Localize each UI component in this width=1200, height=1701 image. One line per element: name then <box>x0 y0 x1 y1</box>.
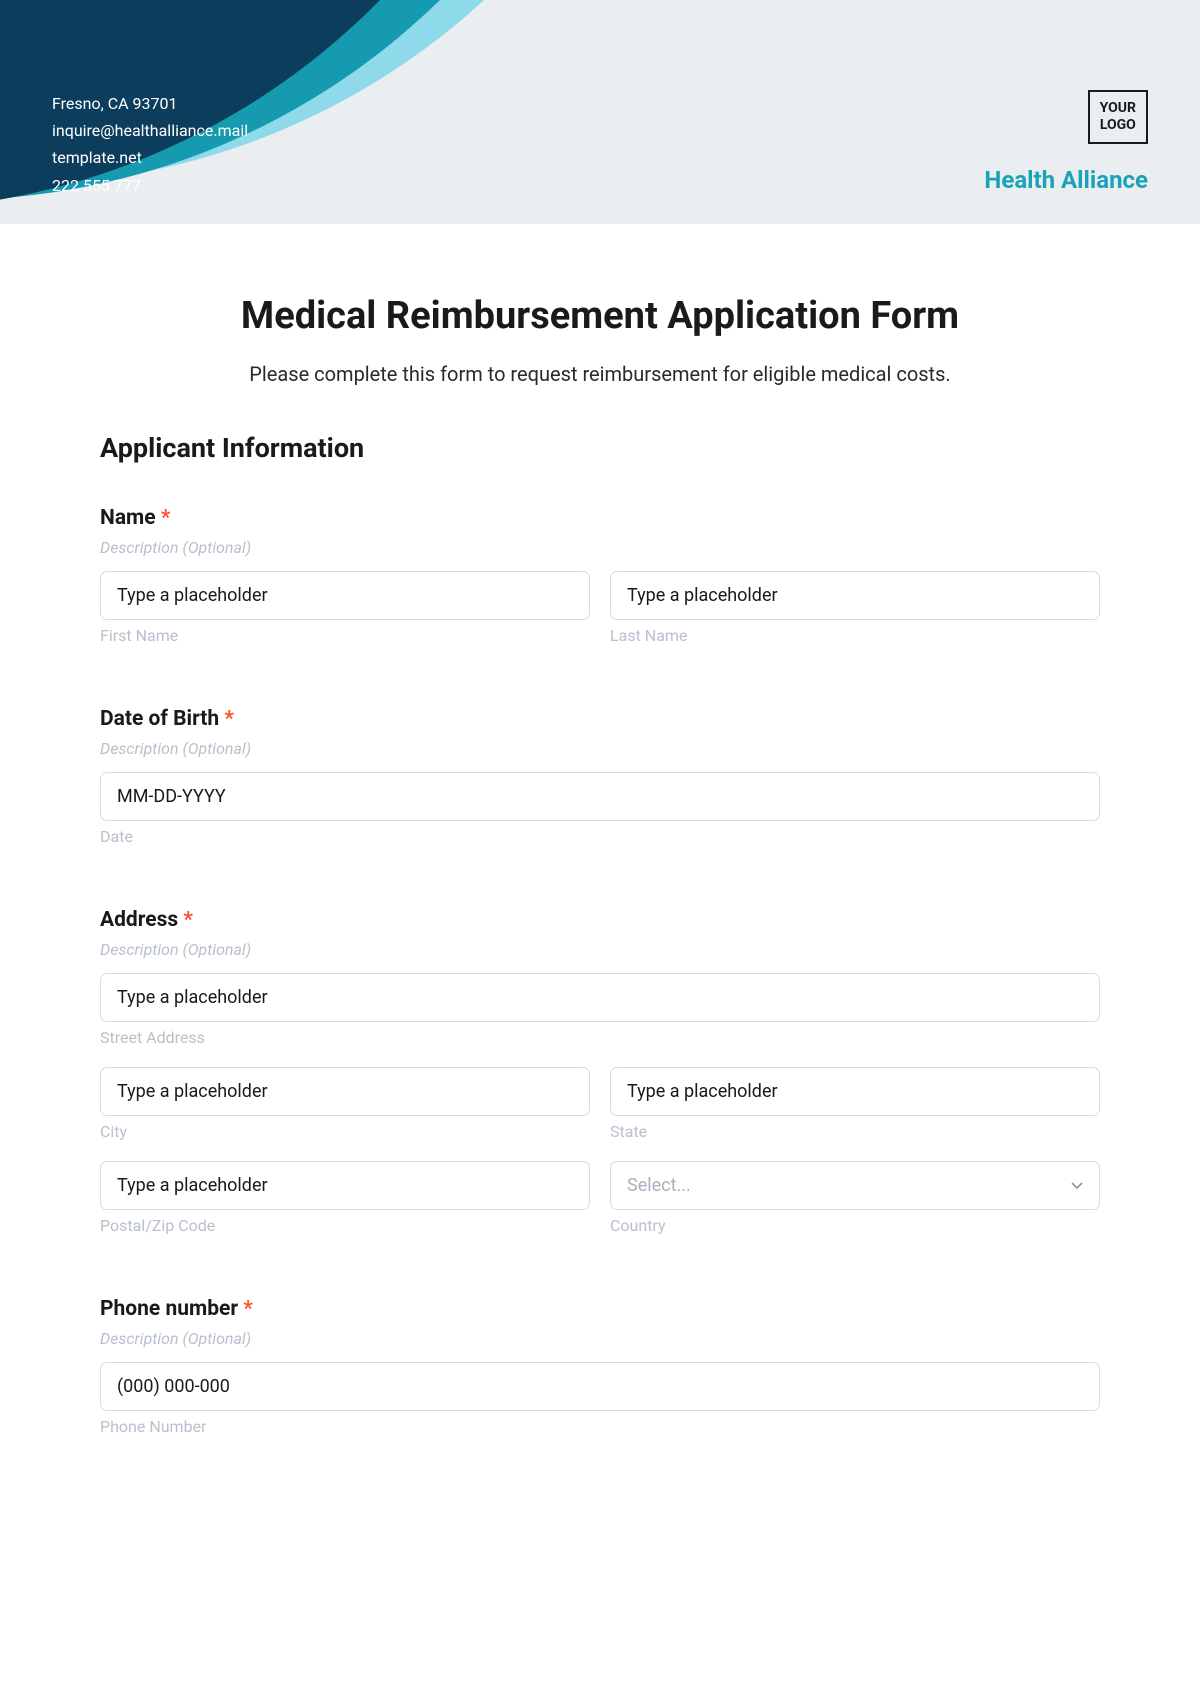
form-container: Medical Reimbursement Application Form P… <box>0 224 1200 1518</box>
phone-description: Description (Optional) <box>100 1329 1100 1348</box>
phone-input[interactable] <box>100 1362 1100 1411</box>
first-name-input[interactable] <box>100 571 590 620</box>
dob-description: Description (Optional) <box>100 739 1100 758</box>
last-name-input[interactable] <box>610 571 1100 620</box>
logo-placeholder: YOUR LOGO <box>1088 90 1148 144</box>
section-applicant-info: Applicant Information <box>100 432 1100 464</box>
required-indicator: * <box>224 707 234 731</box>
address-description: Description (Optional) <box>100 940 1100 959</box>
page-header: Fresno, CA 93701 inquire@healthalliance.… <box>0 0 1200 224</box>
dob-input[interactable] <box>100 772 1100 821</box>
country-sublabel: Country <box>610 1216 1100 1235</box>
form-subtitle: Please complete this form to request rei… <box>100 362 1100 386</box>
state-sublabel: State <box>610 1122 1100 1141</box>
state-input[interactable] <box>610 1067 1100 1116</box>
contact-email: inquire@healthalliance.mail <box>52 117 248 144</box>
name-label: Name * <box>100 506 1100 530</box>
phone-label: Phone number * <box>100 1297 1100 1321</box>
city-sublabel: City <box>100 1122 590 1141</box>
street-sublabel: Street Address <box>100 1028 1100 1047</box>
address-label: Address * <box>100 908 1100 932</box>
country-select[interactable]: Select... <box>610 1161 1100 1210</box>
contact-address: Fresno, CA 93701 <box>52 90 248 117</box>
postal-sublabel: Postal/Zip Code <box>100 1216 590 1235</box>
required-indicator: * <box>243 1297 253 1321</box>
last-name-sublabel: Last Name <box>610 626 1100 645</box>
contact-phone: 222 555 777 <box>52 172 248 199</box>
required-indicator: * <box>183 908 193 932</box>
contact-website: template.net <box>52 144 248 171</box>
street-input[interactable] <box>100 973 1100 1022</box>
required-indicator: * <box>161 506 171 530</box>
contact-info: Fresno, CA 93701 inquire@healthalliance.… <box>52 90 248 224</box>
company-name: Health Alliance <box>984 166 1148 194</box>
field-name: Name * Description (Optional) First Name… <box>100 506 1100 659</box>
city-input[interactable] <box>100 1067 590 1116</box>
first-name-sublabel: First Name <box>100 626 590 645</box>
field-address: Address * Description (Optional) Street … <box>100 908 1100 1249</box>
phone-sublabel: Phone Number <box>100 1417 1100 1436</box>
form-title: Medical Reimbursement Application Form <box>100 294 1100 338</box>
dob-label: Date of Birth * <box>100 707 1100 731</box>
field-phone: Phone number * Description (Optional) Ph… <box>100 1297 1100 1450</box>
postal-input[interactable] <box>100 1161 590 1210</box>
dob-sublabel: Date <box>100 827 1100 846</box>
logo-area: YOUR LOGO Health Alliance <box>984 90 1148 224</box>
field-dob: Date of Birth * Description (Optional) D… <box>100 707 1100 860</box>
name-description: Description (Optional) <box>100 538 1100 557</box>
